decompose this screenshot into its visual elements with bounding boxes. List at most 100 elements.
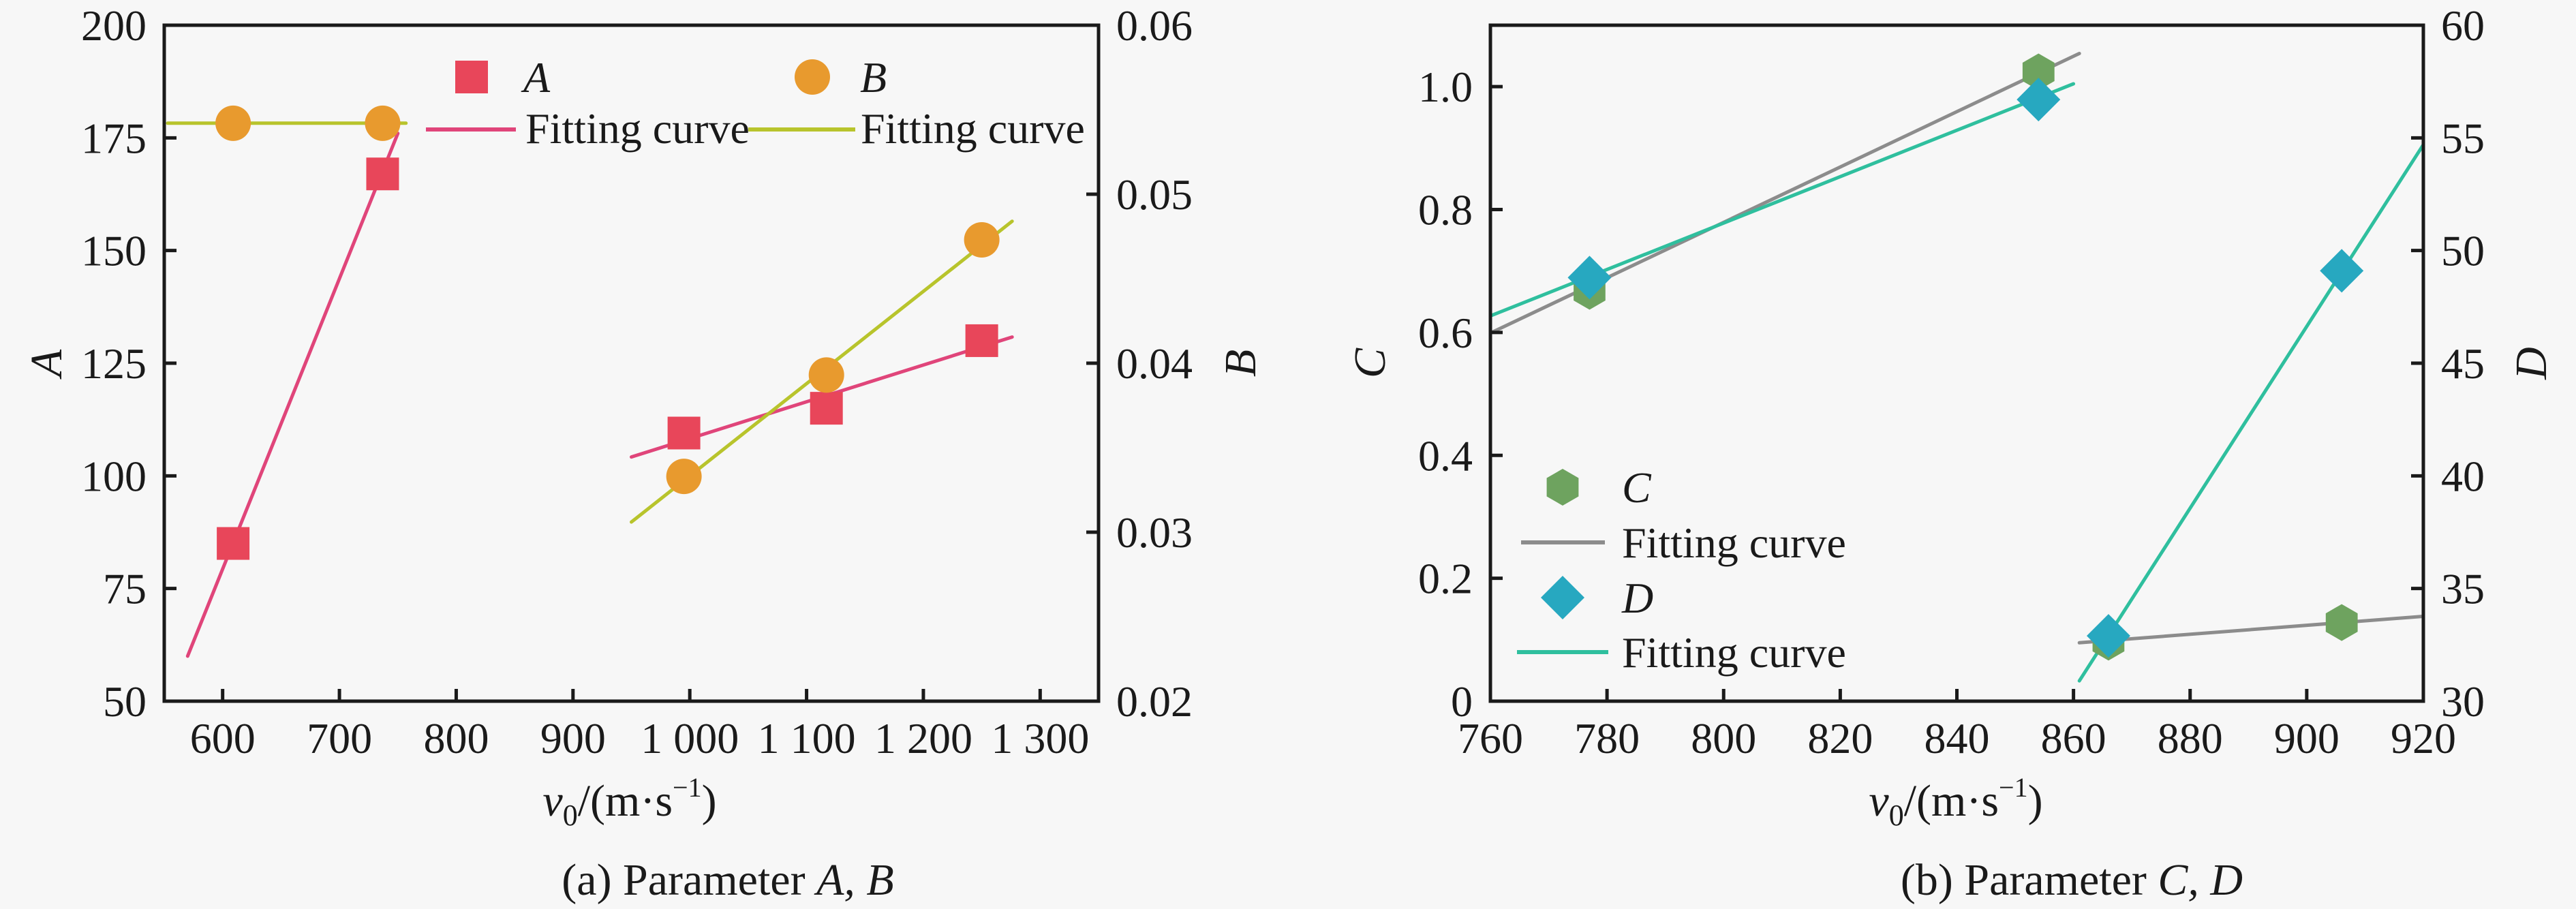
x-tick-label: 800 [1691,714,1756,762]
legend-label: Fitting curve [861,104,1085,153]
data-points [1567,53,2364,661]
x-axis-label-close: ) [702,776,717,826]
fit-line-d [2077,142,2425,683]
y-axis-label-left: A [22,349,72,380]
panel-a: 600 700 800 900 1 000 1 100 1 200 1 300 50 75 100… [22,1,1266,905]
x-axis-label-close: ) [2028,776,2043,826]
x-tick-label: 800 [423,714,489,762]
left-y-tick-label: 1.0 [1418,63,1473,111]
right-y-tick-label: 60 [2441,1,2485,50]
right-y-tick-label: 40 [2441,452,2485,500]
left-y-tick-label: 0.6 [1418,309,1473,357]
x-tick-label: 1 000 [641,714,739,762]
data-point-a [965,324,998,357]
legend-label: Fitting curve [525,104,750,153]
right-y-tick-label: 55 [2441,114,2485,162]
x-tick-label: 820 [1807,714,1873,762]
legend-marker-b [795,59,830,95]
data-point-d [1567,256,1612,300]
caption-vars: A, B [814,855,894,905]
left-y-tick-label: 0 [1451,677,1473,726]
x-tick-label: 880 [2158,714,2223,762]
left-y-tick-label: 200 [81,1,147,50]
left-y-tick-label: 0.8 [1418,186,1473,234]
caption-vars: C, D [2158,855,2243,905]
x-tick-label: 840 [1925,714,1990,762]
left-y-tick-label: 0.4 [1418,431,1473,480]
data-point-a [366,157,399,191]
x-ticks: 600 700 800 900 1 000 1 100 1 200 1 300 [190,689,1089,762]
data-point-b [365,105,401,141]
fit-line-c [2077,615,2425,645]
x-axis-label-unit: /(m·s [578,776,673,826]
legend-label: B [860,53,887,102]
x-axis-label-unit: /(m·s [1904,776,1999,826]
panel-b: 760 780 800 820 840 860 880 900 920 0 0.2 0.4 0.6 0.… [1345,1,2556,905]
data-point-c [2325,604,2358,641]
left-y-ticks: 50 75 100 125 150 175 200 [81,1,177,726]
legend-label: C [1622,463,1652,512]
left-y-tick-label: 175 [81,114,147,162]
x-axis-label-var: v [542,776,563,826]
left-y-tick-label: 0.2 [1418,555,1473,603]
data-point-a [217,527,250,560]
data-point-a [810,392,843,425]
data-point-d [2017,78,2061,122]
x-axis-label: v0/(m·s−1) [1869,772,2042,832]
x-tick-label: 1 100 [758,714,856,762]
caption-text: (a) Parameter [562,855,816,905]
right-y-ticks: 0.02 0.03 0.04 0.05 0.06 [1086,1,1193,726]
right-y-tick-label: 0.05 [1116,170,1193,219]
x-tick-label: 860 [2041,714,2106,762]
data-point-b [666,459,702,495]
legend-label: Fitting curve [1622,519,1846,567]
x-axis-label-var: v [1869,776,1889,826]
data-point-d [2320,249,2364,293]
x-axis-label-sup: −1 [1999,772,2028,803]
left-y-tick-label: 75 [103,565,147,613]
right-y-tick-label: 35 [2441,565,2485,613]
left-y-tick-label: 150 [81,227,147,275]
y-axis-label-right: B [1216,350,1266,377]
x-tick-label: 900 [2274,714,2340,762]
left-y-tick-label: 125 [81,339,147,388]
left-y-tick-label: 50 [103,677,147,726]
right-y-tick-label: 30 [2441,677,2485,726]
right-y-tick-label: 0.04 [1116,339,1193,388]
legend-marker-d [1541,576,1584,619]
right-y-tick-label: 45 [2441,339,2485,388]
x-tick-label: 900 [540,714,606,762]
legend-label: Fitting curve [1622,628,1846,677]
x-axis-label-sup: −1 [673,772,702,803]
legend-marker-a [455,61,488,93]
fit-line-a [185,132,400,658]
data-points [215,105,1000,560]
right-y-tick-label: 0.03 [1116,508,1193,557]
legend-marker-c [1546,469,1579,506]
x-ticks: 760 780 800 820 840 860 880 900 920 [1458,689,2456,762]
right-y-tick-label: 0.02 [1116,677,1193,726]
data-point-a [667,416,701,450]
x-tick-label: 1 200 [874,714,972,762]
data-point-c [2022,53,2055,91]
right-y-ticks: 30 35 40 45 50 55 60 [2411,1,2485,726]
panel-caption: (b) Parameter C, D [1901,855,2243,905]
x-tick-label: 780 [1574,714,1640,762]
x-axis-label-sub: 0 [563,799,578,832]
y-axis-label-right: D [2506,347,2556,380]
x-tick-label: 760 [1458,714,1523,762]
caption-text: (b) Parameter [1901,855,2158,905]
x-tick-label: 1 300 [991,714,1089,762]
data-point-b [964,221,1000,258]
data-point-b [808,357,844,393]
x-tick-label: 920 [2391,714,2456,762]
left-y-tick-label: 100 [81,452,147,500]
data-point-b [215,105,251,141]
right-y-tick-label: 50 [2441,227,2485,275]
x-axis-label: v0/(m·s−1) [542,772,716,832]
legend-label: A [521,53,551,102]
panel-caption: (a) Parameter A, B [562,855,893,905]
data-point-d [2086,614,2130,658]
